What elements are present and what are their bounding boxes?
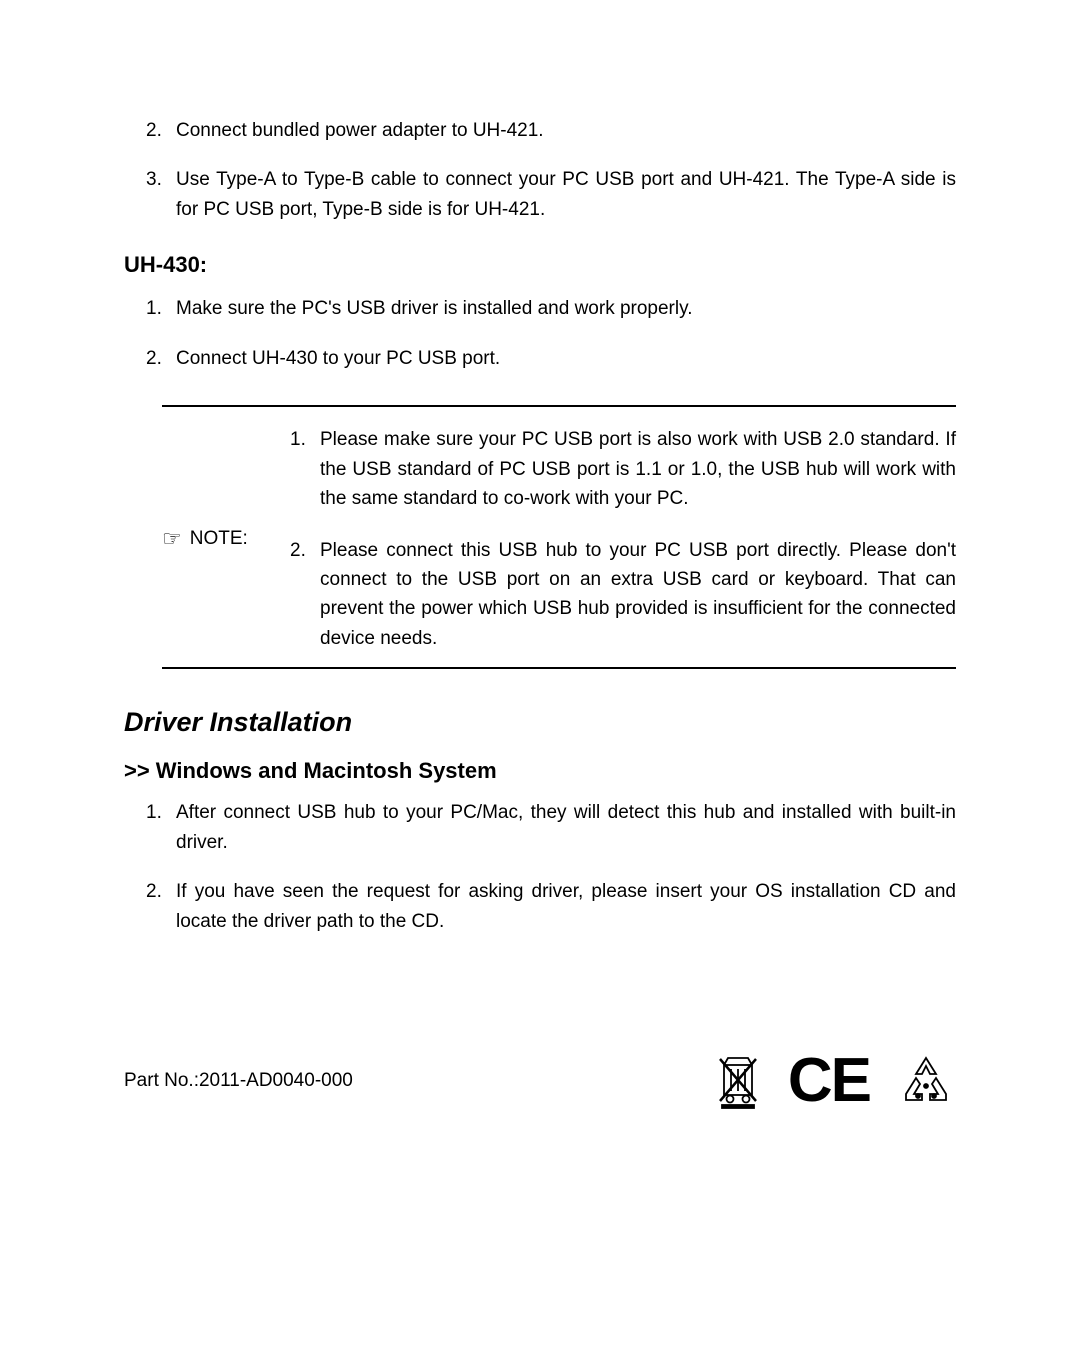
item-number: 3.	[146, 165, 176, 224]
weee-bin-icon	[714, 1053, 762, 1109]
part-number: Part No.:2011-AD0040-000	[124, 1070, 353, 1092]
item-number: 2.	[290, 536, 320, 654]
item-text: Connect UH-430 to your PC USB port.	[176, 344, 956, 373]
recycle-icon	[896, 1052, 956, 1110]
uh430-heading: UH-430:	[124, 252, 956, 278]
item-number: 1.	[146, 294, 176, 323]
item-number: 2.	[146, 877, 176, 936]
list-item: 2. Connect UH-430 to your PC USB port.	[146, 344, 956, 373]
list-item: 3. Use Type-A to Type-B cable to connect…	[146, 165, 956, 224]
driver-installation-heading: Driver Installation	[124, 707, 956, 738]
ce-mark: CE	[788, 1050, 870, 1112]
note-label: ☞ NOTE:	[162, 526, 290, 552]
item-text: Make sure the PC's USB driver is install…	[176, 294, 956, 323]
item-number: 2.	[146, 344, 176, 373]
item-text: Please connect this USB hub to your PC U…	[320, 536, 956, 654]
hand-icon: ☞	[162, 526, 182, 552]
driver-list: 1. After connect USB hub to your PC/Mac,…	[124, 798, 956, 936]
item-text: If you have seen the request for asking …	[176, 877, 956, 936]
windows-mac-heading: >> Windows and Macintosh System	[124, 758, 956, 784]
uh430-list: 1. Make sure the PC's USB driver is inst…	[124, 294, 956, 373]
item-number: 2.	[146, 116, 176, 145]
list-item: 1. Make sure the PC's USB driver is inst…	[146, 294, 956, 323]
note-content: 1. Please make sure your PC USB port is …	[290, 425, 956, 653]
item-number: 1.	[290, 425, 320, 513]
list-item: 1. After connect USB hub to your PC/Mac,…	[146, 798, 956, 857]
note-label-text: NOTE:	[190, 528, 248, 550]
footer: Part No.:2011-AD0040-000 CE	[124, 1050, 956, 1112]
compliance-marks: CE	[714, 1050, 956, 1112]
list-item: 1. Please make sure your PC USB port is …	[290, 425, 956, 513]
item-text: Please make sure your PC USB port is als…	[320, 425, 956, 513]
item-text: Connect bundled power adapter to UH-421.	[176, 116, 956, 145]
list-item: 2. If you have seen the request for aski…	[146, 877, 956, 936]
item-text: Use Type-A to Type-B cable to connect yo…	[176, 165, 956, 224]
list-item: 2. Please connect this USB hub to your P…	[290, 536, 956, 654]
top-continued-list: 2. Connect bundled power adapter to UH-4…	[124, 116, 956, 224]
note-box: ☞ NOTE: 1. Please make sure your PC USB …	[162, 405, 956, 669]
item-number: 1.	[146, 798, 176, 857]
list-item: 2. Connect bundled power adapter to UH-4…	[146, 116, 956, 145]
item-text: After connect USB hub to your PC/Mac, th…	[176, 798, 956, 857]
